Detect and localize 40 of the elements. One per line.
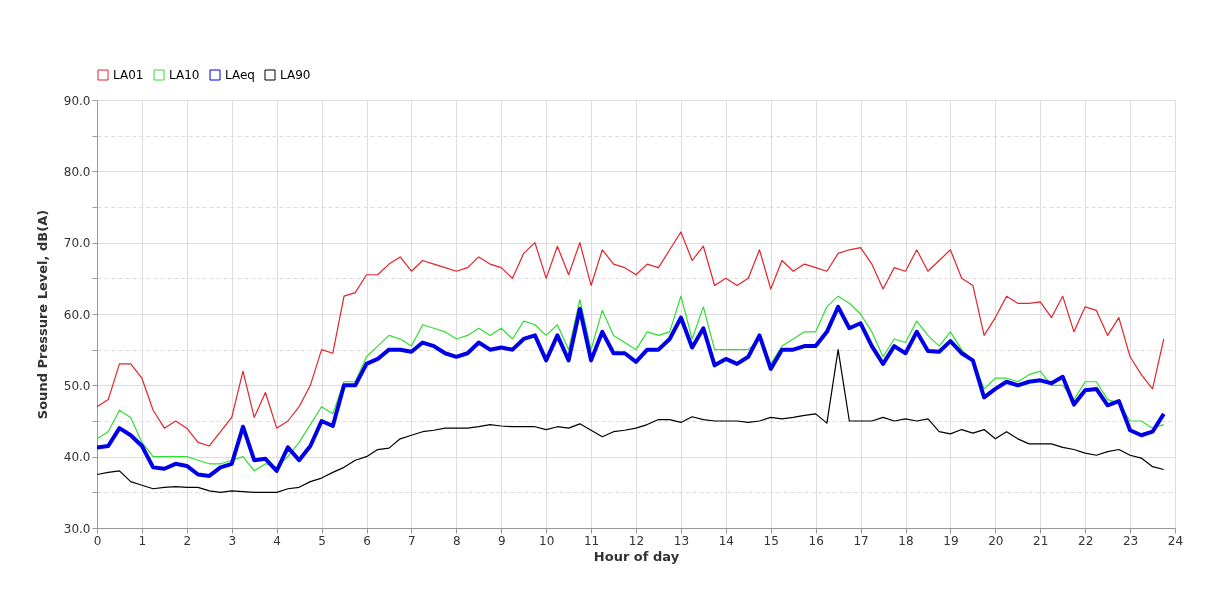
x-tick-label: 8 bbox=[453, 533, 461, 548]
x-tick-label: 9 bbox=[497, 533, 506, 548]
y-tick-label: 50.0 bbox=[63, 378, 91, 393]
x-tick-label: 0 bbox=[93, 533, 102, 548]
x-tick-label: 10 bbox=[539, 533, 555, 548]
x-tick-label: 4 bbox=[273, 533, 281, 548]
x-tick-label: 23 bbox=[1122, 533, 1139, 548]
x-tick-label: 5 bbox=[318, 533, 326, 548]
x-tick-label: 24 bbox=[1167, 533, 1184, 548]
legend-label: LA01 bbox=[113, 68, 144, 82]
x-tick-label: 7 bbox=[408, 533, 416, 548]
line-series bbox=[97, 231, 1165, 447]
x-tick-label: 18 bbox=[898, 533, 914, 548]
x-tick-label: 16 bbox=[808, 533, 824, 548]
x-tick-label: 20 bbox=[988, 533, 1004, 548]
y-tick-label: 40.0 bbox=[63, 450, 91, 465]
y-tick-label: 30.0 bbox=[63, 521, 91, 536]
y-tick-label: 80.0 bbox=[63, 164, 91, 179]
x-tick-label: 15 bbox=[763, 533, 779, 548]
x-tick-label: 6 bbox=[363, 533, 371, 548]
x-tick-label: 14 bbox=[718, 533, 734, 548]
y-tick-label: 60.0 bbox=[63, 307, 91, 322]
x-tick-label: 12 bbox=[628, 533, 645, 548]
x-tick-label: 19 bbox=[943, 533, 959, 548]
x-tick-label: 11 bbox=[583, 533, 600, 548]
x-tick-label: 13 bbox=[673, 533, 690, 548]
x-tick-label: 3 bbox=[228, 533, 237, 548]
x-tick-label: 22 bbox=[1078, 533, 1094, 548]
x-tick-label: 2 bbox=[183, 533, 192, 548]
x-axis-title: Hour of day bbox=[593, 548, 680, 564]
legend-label: LAeq bbox=[225, 68, 255, 82]
y-axis-title: Sound Pressure Level, dB(A) bbox=[34, 209, 50, 420]
legend-label: LA90 bbox=[280, 68, 311, 82]
x-tick-label: 21 bbox=[1033, 533, 1049, 548]
line-series bbox=[97, 349, 1165, 493]
x-tick-label: 17 bbox=[853, 533, 869, 548]
y-tick-label: 90.0 bbox=[63, 93, 91, 108]
x-tick-label: 1 bbox=[138, 533, 147, 548]
y-tick-label: 70.0 bbox=[63, 236, 91, 251]
legend-label: LA10 bbox=[169, 68, 200, 82]
